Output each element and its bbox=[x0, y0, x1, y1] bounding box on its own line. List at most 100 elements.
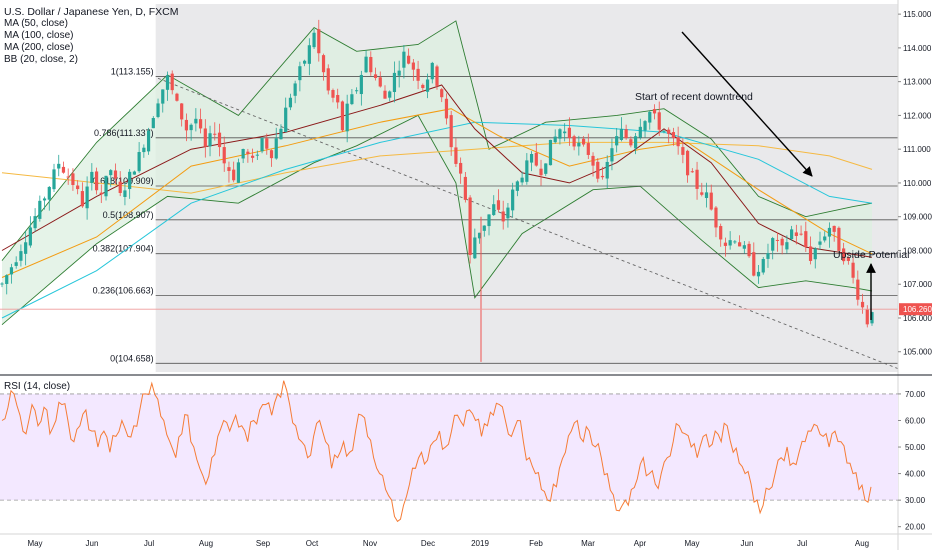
candle-body bbox=[355, 90, 359, 92]
x-tick-label: Nov bbox=[363, 539, 377, 548]
main-legend: U.S. Dollar / Japanese Yen, D, FXCM MA (… bbox=[4, 6, 179, 66]
candle-body bbox=[303, 60, 307, 64]
candle-body bbox=[790, 229, 794, 240]
candle-body bbox=[440, 89, 444, 98]
legend-ma100: MA (100, close) bbox=[4, 30, 74, 41]
candle-body bbox=[704, 192, 709, 198]
candle-body bbox=[652, 109, 657, 114]
candle-body bbox=[317, 29, 321, 54]
last-price-label: 106.260 bbox=[903, 305, 932, 314]
candle-body bbox=[804, 231, 808, 248]
rsi-legend: RSI (14, close) bbox=[4, 381, 71, 392]
candle-body bbox=[378, 77, 382, 87]
candle-body bbox=[681, 147, 685, 155]
candle-body bbox=[685, 150, 690, 176]
candle-body bbox=[615, 136, 619, 146]
candle-body bbox=[90, 171, 94, 183]
candle-body bbox=[118, 181, 122, 193]
candle-body bbox=[104, 175, 108, 197]
candle-body bbox=[643, 121, 647, 131]
candle-body bbox=[785, 242, 789, 250]
candle-body bbox=[780, 238, 784, 246]
candle-body bbox=[28, 227, 32, 246]
x-tick-label: Feb bbox=[529, 539, 543, 548]
candle-body bbox=[66, 176, 70, 178]
candle-body bbox=[671, 132, 676, 139]
candle-body bbox=[123, 190, 127, 197]
candle-body bbox=[771, 238, 775, 251]
candle-body bbox=[633, 136, 638, 149]
candle-body bbox=[477, 232, 482, 239]
candle-body bbox=[865, 309, 869, 325]
candle-body bbox=[723, 242, 728, 246]
candle-body bbox=[794, 232, 798, 236]
candle-body bbox=[19, 251, 23, 261]
candle-body bbox=[312, 32, 316, 48]
candle-body bbox=[321, 55, 326, 73]
y-tick-label: 112.000 bbox=[903, 111, 932, 120]
candle-body bbox=[851, 262, 855, 278]
candle-body bbox=[690, 171, 694, 173]
candle-body bbox=[142, 147, 146, 153]
candle-body bbox=[284, 107, 288, 132]
candle-body bbox=[529, 154, 534, 163]
bollinger-upper-line bbox=[1, 20, 873, 261]
candle-body bbox=[260, 138, 264, 152]
candle-body bbox=[775, 239, 780, 241]
x-tick-label: Jul bbox=[797, 539, 807, 548]
y-tick-label: 110.000 bbox=[903, 179, 932, 188]
candle-body bbox=[402, 51, 406, 68]
candle-body bbox=[425, 79, 430, 92]
candle-body bbox=[146, 130, 151, 152]
candle-body bbox=[837, 227, 841, 251]
x-tick-label: Sep bbox=[256, 539, 271, 548]
symbol-title: U.S. Dollar / Japanese Yen, D, FXCM bbox=[4, 6, 179, 18]
x-tick-label: May bbox=[27, 539, 42, 548]
fib-label: 0(104.658) bbox=[110, 353, 154, 363]
candle-body bbox=[501, 211, 505, 222]
rsi-tick-label: 60.00 bbox=[905, 416, 926, 425]
candle-body bbox=[336, 94, 340, 103]
candle-body bbox=[71, 173, 75, 186]
candle-body bbox=[548, 139, 553, 166]
candle-body bbox=[459, 162, 463, 174]
candle-body bbox=[534, 152, 538, 166]
candle-body bbox=[175, 93, 179, 101]
fib-label: 0.236(106.663) bbox=[93, 286, 154, 296]
candle-body bbox=[435, 66, 439, 86]
y-tick-label: 109.000 bbox=[903, 213, 932, 222]
x-tick-label: Aug bbox=[199, 539, 213, 548]
candle-body bbox=[47, 186, 51, 200]
candle-body bbox=[274, 138, 278, 159]
y-tick-label: 108.000 bbox=[903, 246, 932, 255]
candle-body bbox=[752, 252, 756, 276]
x-tick-label: Jun bbox=[86, 539, 99, 548]
rsi-line bbox=[1, 380, 872, 523]
rsi-tick-label: 40.00 bbox=[905, 470, 926, 479]
rsi-tick-label: 20.00 bbox=[905, 523, 926, 532]
candle-body bbox=[14, 262, 18, 266]
annotation-upside: Upside Potential bbox=[833, 249, 909, 261]
candle-body bbox=[728, 240, 732, 246]
candle-body bbox=[189, 124, 193, 131]
candle-body bbox=[856, 279, 860, 300]
candle-body bbox=[288, 97, 293, 108]
candle-body bbox=[454, 147, 458, 164]
y-tick-label: 107.000 bbox=[903, 280, 932, 289]
rsi-tick-label: 50.00 bbox=[905, 443, 926, 452]
candle-body bbox=[156, 103, 160, 117]
candle-body bbox=[756, 271, 761, 277]
candle-body bbox=[298, 66, 302, 81]
candle-body bbox=[255, 154, 259, 156]
x-tick-label: Mar bbox=[581, 539, 595, 548]
candle-body bbox=[539, 168, 543, 176]
candle-body bbox=[269, 150, 274, 159]
rsi-tick-label: 70.00 bbox=[905, 390, 926, 399]
y-tick-label: 106.000 bbox=[903, 314, 932, 323]
x-tick-label: Jun bbox=[741, 539, 754, 548]
candle-body bbox=[250, 155, 255, 158]
candle-body bbox=[180, 103, 184, 120]
candle-body bbox=[558, 129, 562, 139]
candle-body bbox=[85, 186, 89, 209]
